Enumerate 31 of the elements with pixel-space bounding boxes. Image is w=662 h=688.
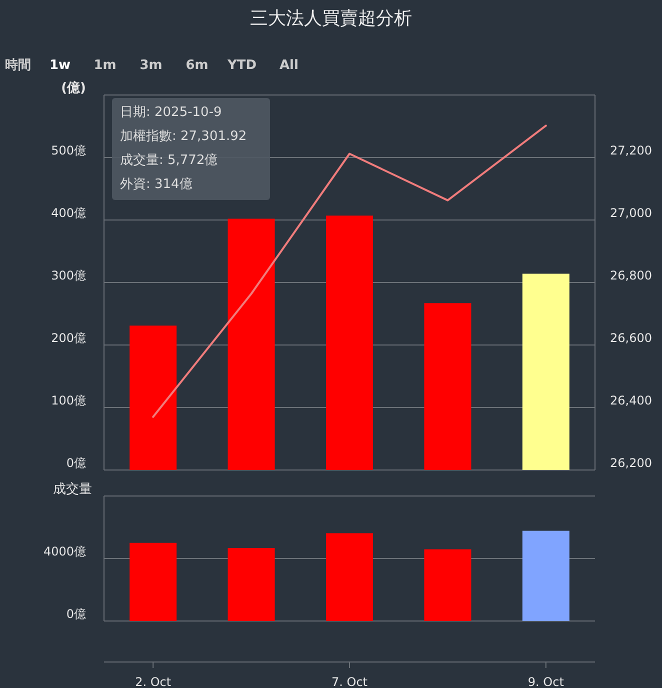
y-tick-label: 300億 [51,268,86,282]
y2-tick-label: 27,000 [610,206,652,220]
text: 1w [49,58,71,73]
y2-tick-label: 26,800 [610,268,652,282]
y-tick-label: 0億 [66,607,86,621]
y-tick-label: 4000億 [43,544,86,558]
y-tick-label: 200億 [51,331,86,345]
text: 3m [140,58,162,73]
text: YTD [226,58,257,73]
y-tick-label: 400億 [51,206,86,220]
text: 1m [94,58,116,73]
y2-tick-label: 27,200 [610,144,652,158]
x-tick-label: 9. Oct [528,675,564,688]
text: 時間 [5,58,31,73]
y-axis-title: (億) [61,80,86,96]
annotation: 日期: 2025-10-9 [120,105,222,120]
text: All [280,58,298,73]
y2-tick-label: 26,200 [610,456,652,470]
y-axis-title: 成交量 [53,481,92,497]
chart-title: 三大法人買賣超分析 [250,8,412,29]
text: 6m [186,58,208,73]
y-tick-label: 100億 [51,394,86,408]
x-tick-label: 2. Oct [135,675,172,688]
annotation: 加權指數: 27,301.92 [120,129,247,144]
y2-tick-label: 26,400 [610,394,652,408]
annotation: 外資: 314億 [120,177,192,192]
annotation: 成交量: 5,772億 [120,152,218,168]
x-tick-label: 7. Oct [331,675,368,688]
y2-tick-label: 26,600 [610,331,652,345]
y-tick-label: 500億 [51,144,86,158]
y-tick-label: 0億 [66,456,86,470]
